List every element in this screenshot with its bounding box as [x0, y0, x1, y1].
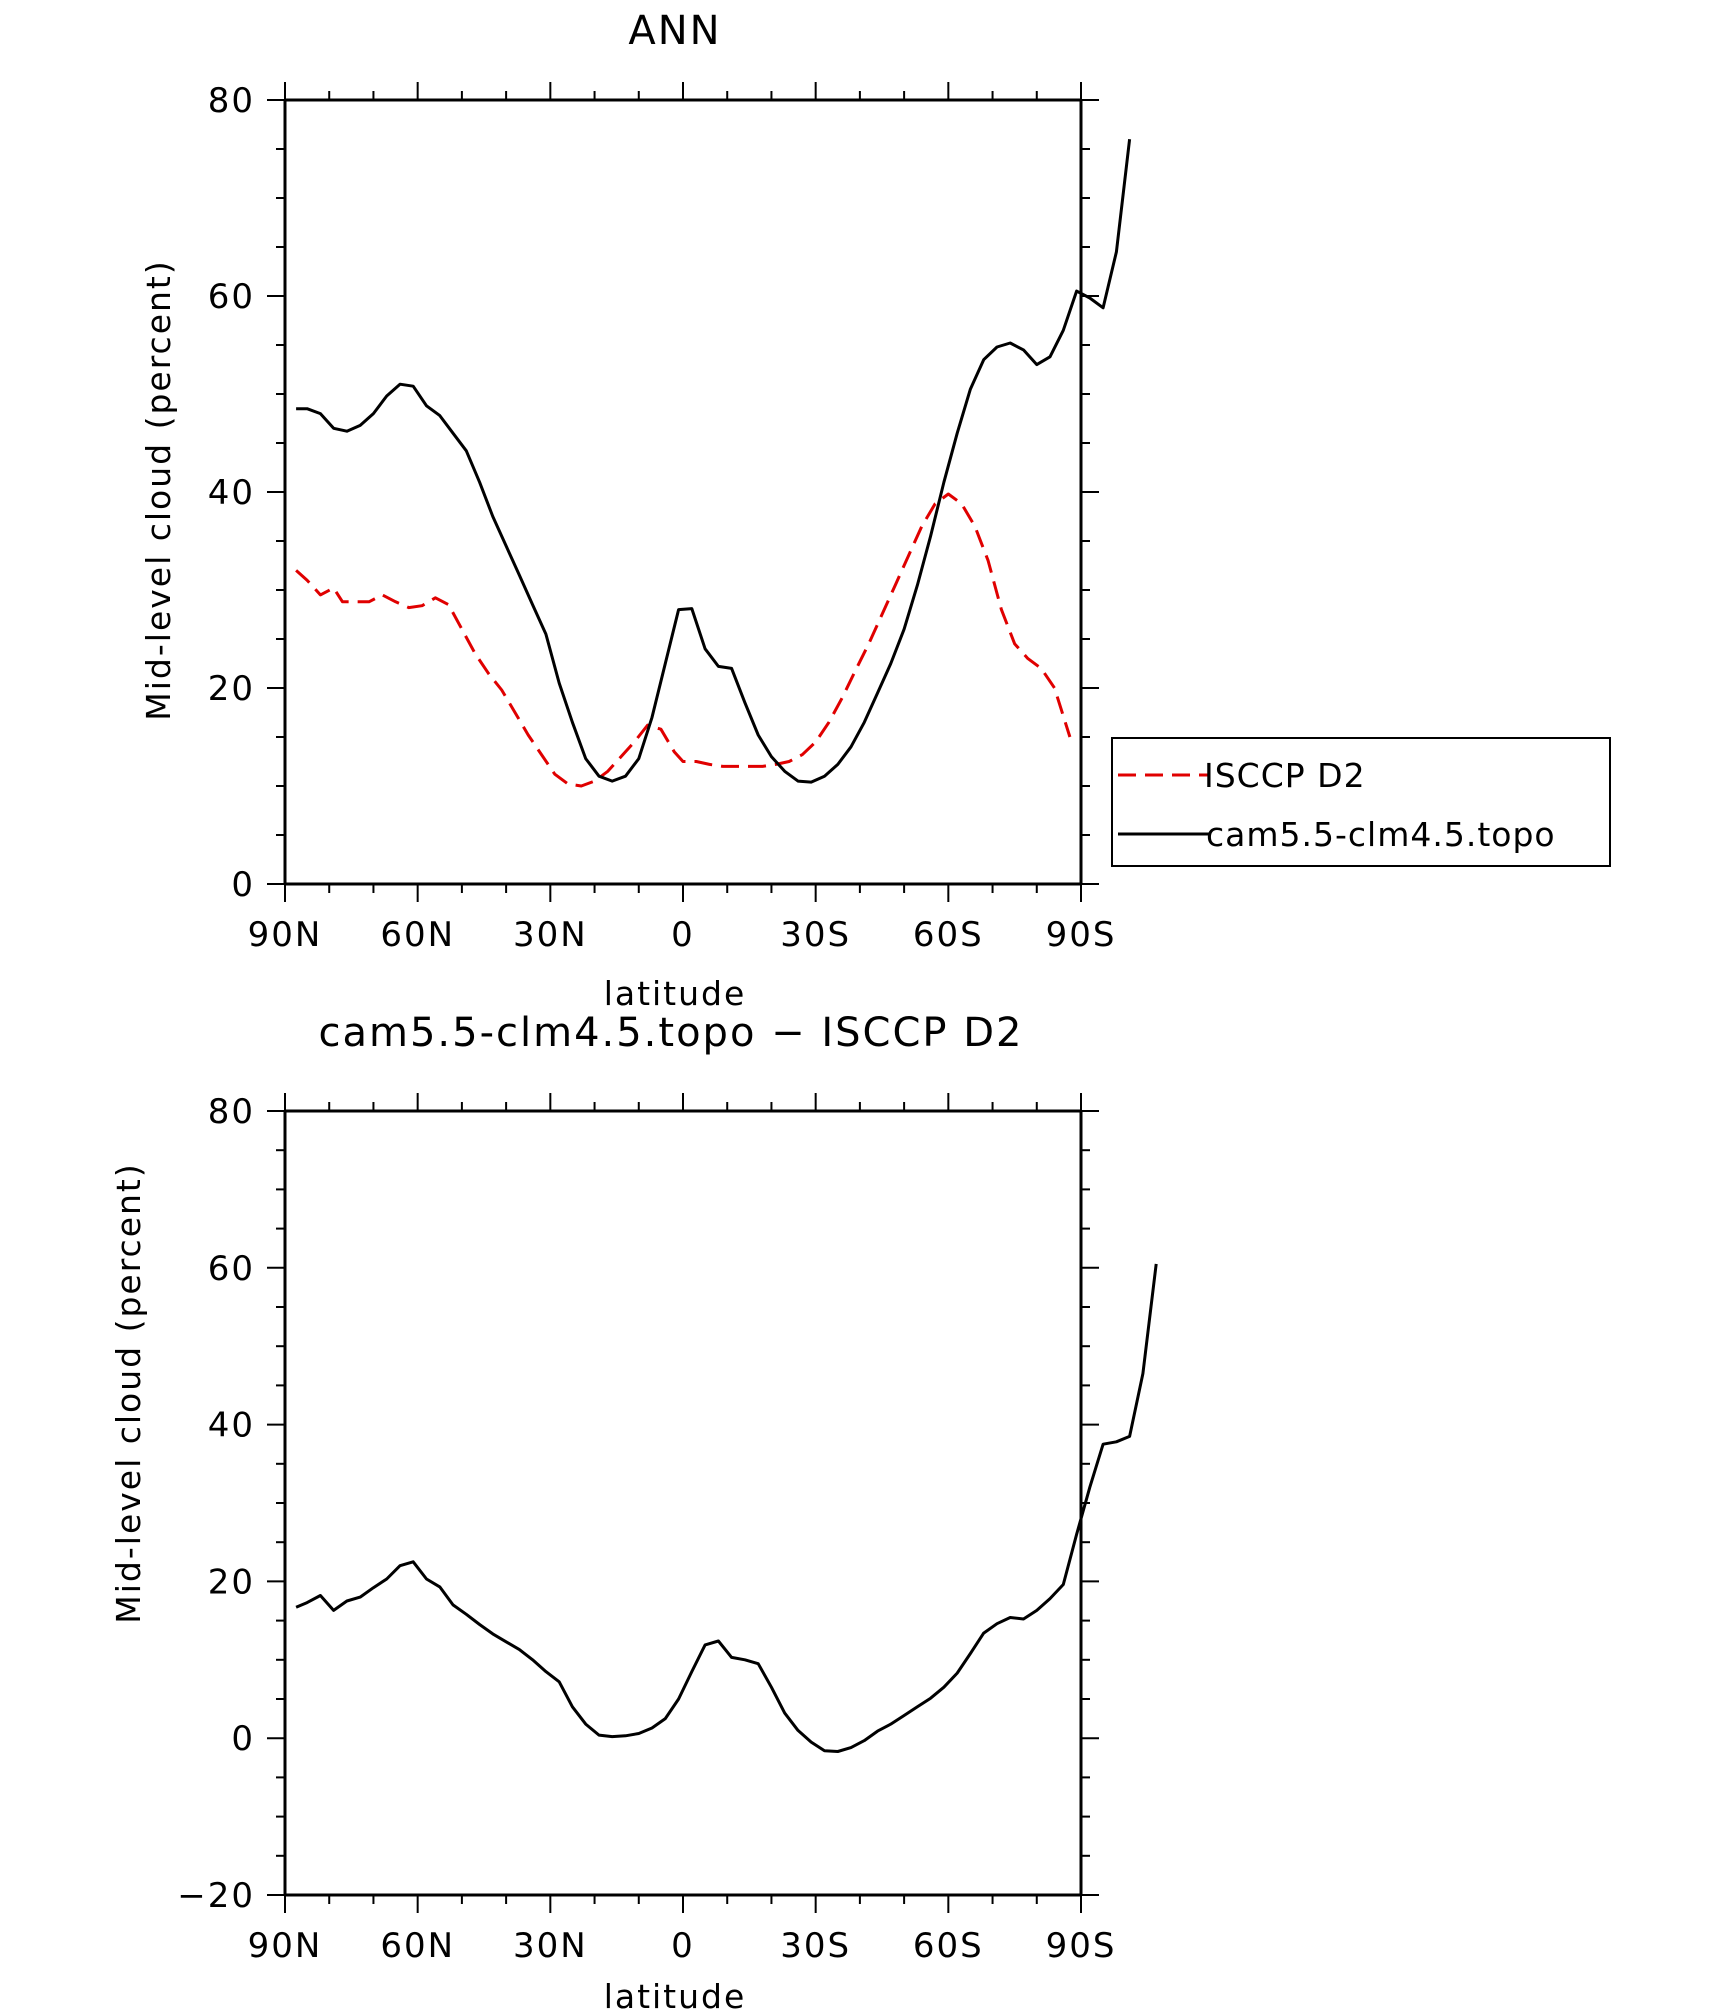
x-tick-label: 30S: [780, 1926, 851, 1966]
plot-axes: 0 20 40 60 80 90N 60N 30N 0 30S 60S 90S: [208, 81, 1117, 955]
y-tick-label: 20: [208, 1562, 255, 1602]
x-tick-label: 30N: [513, 1926, 588, 1966]
y-tick-label: 0: [231, 1719, 255, 1759]
x-tick-label: 0: [671, 1926, 695, 1966]
x-tick-label: 60S: [913, 1926, 984, 1966]
x-tick-label: 90N: [248, 1926, 323, 1966]
plot-series: [295, 1263, 1158, 1753]
y-axis-label: Mid-level cloud (percent): [109, 1162, 148, 1623]
y-tick-label: 80: [208, 1092, 255, 1132]
y-tick-label: −20: [177, 1876, 255, 1916]
difference-panel: cam5.5-clm4.5.topo − ISCCP D2 −20 0 20 40 60…: [109, 1010, 1158, 2010]
x-axis-label: latitude: [604, 1977, 747, 2010]
plot-axes: −20 0 20 40 60 80 90N 60N 30N 0 30S 60S 90S: [177, 1092, 1117, 1966]
chart-title: cam5.5-clm4.5.topo − ISCCP D2: [318, 1010, 1023, 1056]
x-tick-label: 0: [671, 915, 695, 955]
chart-title: ANN: [628, 8, 721, 54]
x-tick-label: 90S: [1046, 915, 1117, 955]
x-axis-label: latitude: [604, 974, 747, 1013]
y-tick-label: 20: [208, 669, 255, 709]
series-line-0: [295, 492, 1072, 788]
y-tick-label: 40: [208, 473, 255, 513]
y-tick-label: 60: [208, 277, 255, 317]
legend-label-cam: cam5.5-clm4.5.topo: [1206, 815, 1556, 854]
x-tick-label: 60S: [913, 915, 984, 955]
y-tick-label: 80: [208, 81, 255, 121]
y-tick-label: 60: [208, 1249, 255, 1289]
y-tick-label: 0: [231, 865, 255, 905]
annual-mean-panel: ANN 0 20 40 60 80 90N 60N 30N 0 30S 60S 90S latitud…: [139, 8, 1611, 1013]
x-tick-label: 60N: [380, 1926, 455, 1966]
y-tick-label: 40: [208, 1406, 255, 1446]
x-tick-label: 90S: [1046, 1926, 1117, 1966]
legend: ISCCP D2 cam5.5-clm4.5.topo: [1111, 737, 1611, 867]
x-tick-label: 30N: [513, 915, 588, 955]
x-tick-label: 30S: [780, 915, 851, 955]
difference-line: [295, 1263, 1158, 1753]
legend-label-isccp: ISCCP D2: [1204, 756, 1366, 795]
plot-series: [295, 139, 1132, 788]
series-line-1: [296, 139, 1132, 784]
legend-box: [1111, 737, 1611, 867]
y-axis-label: Mid-level cloud (percent): [139, 259, 178, 720]
x-tick-label: 60N: [380, 915, 455, 955]
x-tick-label: 90N: [248, 915, 323, 955]
